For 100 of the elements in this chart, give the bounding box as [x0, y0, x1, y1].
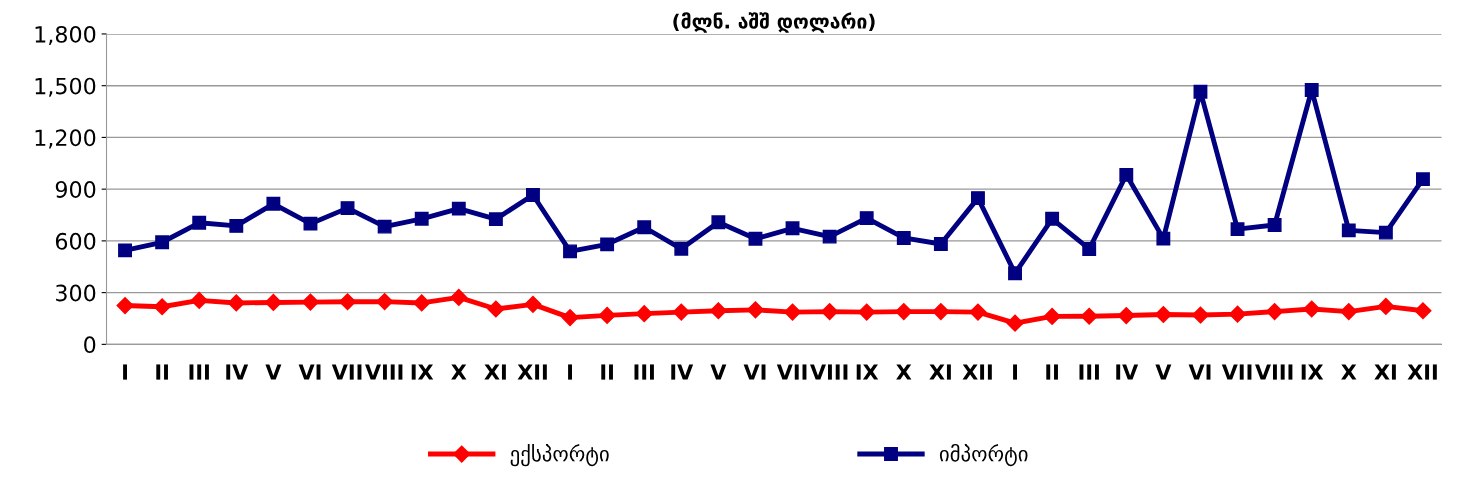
point: [895, 303, 913, 321]
x-tick-label: XII: [962, 364, 992, 380]
point: [1228, 305, 1247, 323]
point: [1045, 211, 1060, 226]
point: [116, 296, 134, 315]
x-tick-label: I: [568, 364, 572, 380]
point: [1193, 84, 1208, 99]
x-tick-label: VI: [298, 364, 321, 380]
point: [340, 201, 355, 216]
point: [1006, 314, 1024, 332]
y-tick-label: 900: [55, 181, 96, 198]
x-tick-label: V: [1155, 364, 1172, 380]
x-tick-label: VII: [331, 364, 362, 380]
point: [746, 301, 765, 319]
point: [301, 293, 320, 311]
point: [1266, 303, 1284, 321]
x-tick-label: IV: [671, 364, 694, 380]
y-tick-label: 1,500: [35, 77, 96, 97]
chart-title: (მლნ. აშშ დოლარი): [673, 12, 875, 33]
point: [227, 294, 245, 312]
point: [1378, 225, 1393, 240]
x-tick-label: XI: [484, 364, 506, 380]
point: [338, 293, 357, 311]
point: [709, 302, 727, 320]
point: [637, 220, 652, 235]
point: [303, 216, 318, 231]
point: [711, 215, 726, 230]
point: [598, 306, 616, 324]
y-tick-label: 0: [84, 336, 96, 354]
x-tick-label: III: [1079, 364, 1099, 380]
point: [1377, 297, 1395, 315]
point: [1414, 302, 1432, 320]
point: [450, 288, 468, 306]
x-tick-label: IV: [226, 364, 249, 380]
point: [1267, 218, 1282, 232]
point: [1415, 172, 1430, 187]
x-tick-label: X: [896, 364, 912, 380]
x-tick-label: VIII: [810, 364, 848, 380]
x-tick-label: II: [601, 364, 613, 380]
point: [192, 215, 207, 230]
point: [487, 300, 505, 318]
x-tick-label: I: [123, 364, 127, 380]
point: [229, 218, 244, 233]
point: [190, 291, 208, 309]
point: [1008, 266, 1022, 281]
point: [821, 303, 839, 321]
point: [377, 219, 392, 234]
point: [783, 303, 802, 321]
x-tick-label: I: [1013, 364, 1017, 380]
point: [932, 303, 950, 321]
point: [1230, 222, 1245, 237]
point: [672, 303, 690, 321]
point: [1191, 306, 1210, 324]
x-tick-label: XI: [929, 364, 951, 380]
legend-label: ექსპორტი: [510, 443, 609, 467]
y-tick-label: 1,800: [35, 25, 96, 45]
point: [1082, 242, 1097, 256]
y-tick-label: 600: [55, 232, 96, 250]
point: [561, 309, 579, 327]
point: [600, 237, 615, 252]
x-tick-label: IV: [1116, 364, 1139, 380]
point: [785, 221, 800, 236]
point: [969, 303, 987, 321]
point: [1303, 300, 1321, 318]
x-tick-label: XII: [517, 364, 547, 380]
point: [896, 231, 911, 245]
point: [451, 201, 466, 216]
point: [414, 211, 429, 226]
x-tick-label: II: [156, 364, 168, 380]
point: [118, 243, 132, 258]
x-tick-label: III: [189, 364, 209, 380]
point: [858, 303, 876, 321]
x-tick-label: X: [1341, 364, 1357, 380]
x-tick-label: V: [710, 364, 727, 380]
point: [1340, 303, 1358, 321]
x-tick-label: VIII: [1255, 364, 1293, 380]
point: [264, 293, 282, 311]
x-tick-label: IX: [856, 364, 879, 380]
point: [1341, 223, 1356, 238]
point: [524, 295, 542, 313]
point: [822, 229, 837, 244]
point: [488, 212, 503, 227]
point: [1043, 307, 1061, 325]
x-tick-label: II: [1046, 364, 1058, 380]
x-tick-label: VI: [1188, 364, 1211, 380]
x-tick-label: XII: [1407, 364, 1437, 380]
x-tick-label: XI: [1374, 364, 1396, 380]
point: [635, 305, 653, 323]
point: [376, 293, 394, 311]
x-tick-label: X: [451, 364, 467, 380]
x-tick-label: VII: [1221, 364, 1252, 380]
x-tick-label: V: [265, 364, 282, 380]
point: [1304, 83, 1319, 97]
point: [153, 298, 171, 316]
x-tick-label: VII: [776, 364, 807, 380]
point: [748, 231, 763, 246]
x-tick-label: IX: [411, 364, 434, 380]
x-tick-label: VIII: [365, 364, 403, 380]
point: [674, 241, 689, 256]
point: [859, 211, 874, 226]
